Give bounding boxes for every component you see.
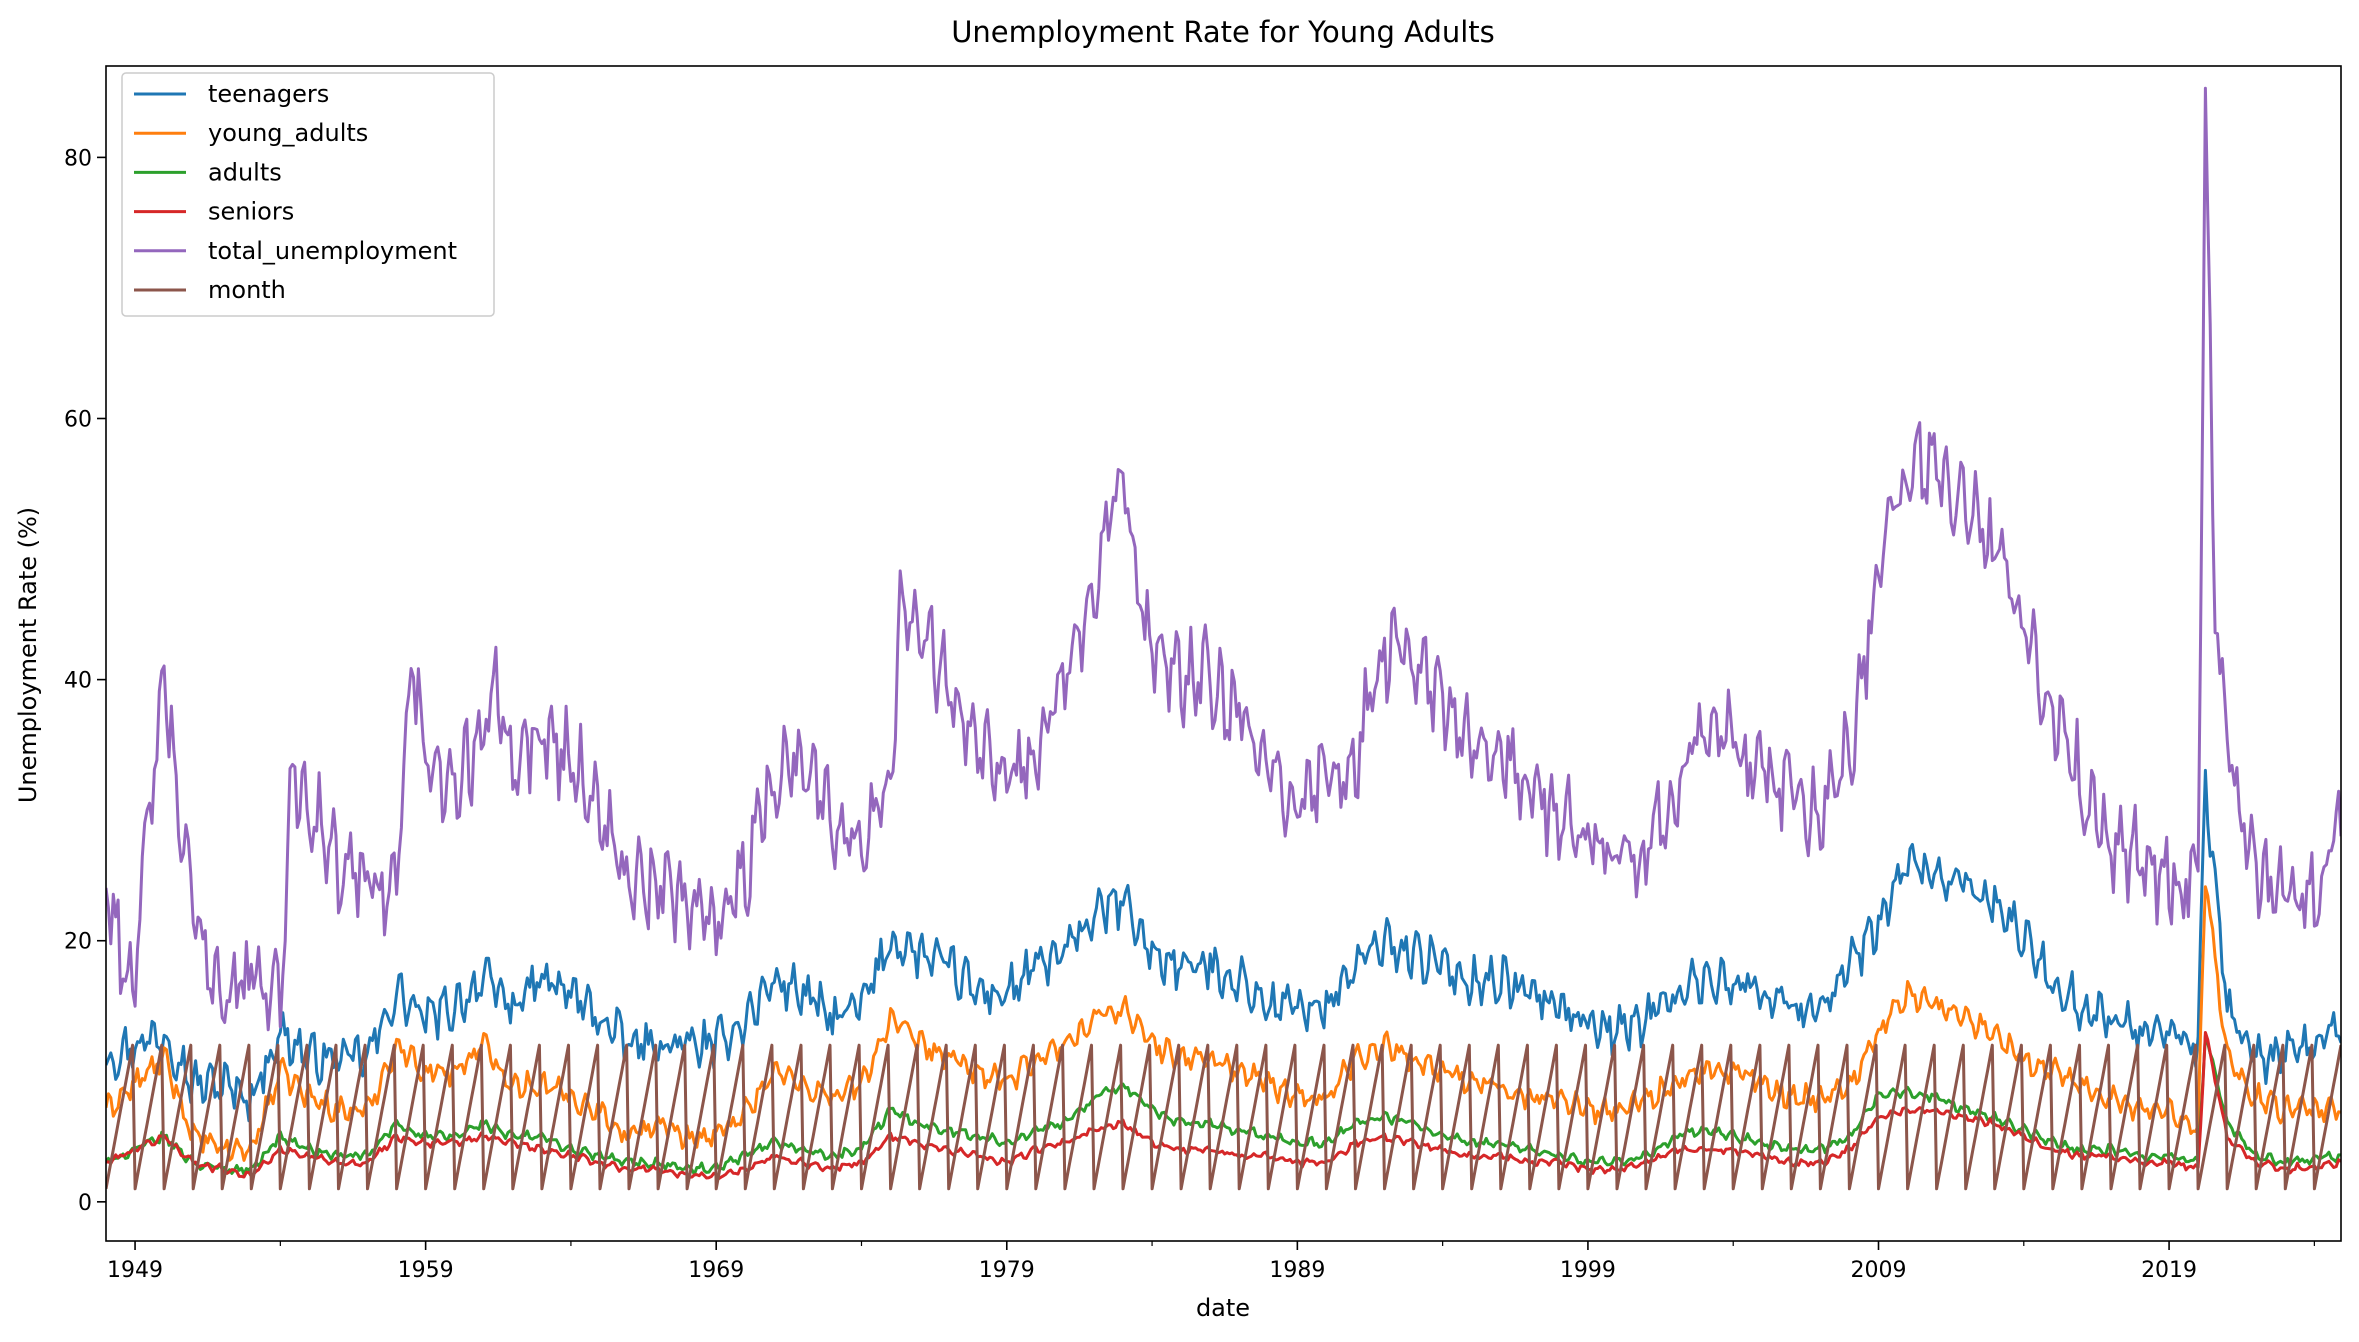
legend-label: month: [208, 276, 286, 304]
y-tick-label: 20: [64, 930, 92, 955]
legend-label: young_adults: [208, 119, 368, 147]
legend-entry-adults: adults: [134, 158, 282, 186]
x-axis-title: date: [1196, 1294, 1250, 1322]
legend-label: adults: [208, 158, 282, 186]
legend-label: total_unemployment: [208, 237, 457, 265]
y-tick-label: 80: [64, 146, 92, 171]
y-tick-label: 60: [64, 408, 92, 433]
legend-entry-total-unemployment: total_unemployment: [134, 237, 457, 265]
legend-entry-young-adults: young_adults: [134, 119, 368, 147]
x-tick-label: 2009: [1851, 1258, 1907, 1283]
series-line-teenagers: [106, 768, 2341, 1123]
y-axis: 0 20 40 60 80: [64, 146, 106, 1216]
chart-title: Unemployment Rate for Young Adults: [951, 15, 1495, 49]
x-tick-label: 1979: [979, 1258, 1035, 1283]
y-axis-title: Unemployment Rate (%): [14, 507, 42, 803]
x-tick-label: 1989: [1269, 1258, 1325, 1283]
legend-entry-teenagers: teenagers: [134, 80, 329, 108]
x-tick-label: 1959: [398, 1258, 454, 1283]
x-tick-label: 1969: [688, 1258, 744, 1283]
y-tick-label: 40: [64, 669, 92, 694]
legend-box: [121, 72, 495, 317]
x-tick-label: 1999: [1560, 1258, 1616, 1283]
legend-entry-seniors: seniors: [134, 198, 294, 226]
x-tick-label: 1949: [107, 1258, 163, 1283]
series-line-total-unemployment: [106, 86, 2341, 1032]
x-tick-label: 2019: [2141, 1258, 2197, 1283]
series-line-month: [106, 1043, 2341, 1191]
plot-frame: [105, 65, 2342, 1242]
y-tick-label: 0: [78, 1191, 92, 1216]
series-layer: [106, 86, 2341, 1191]
series-line-seniors: [106, 1031, 2341, 1181]
legend-label: teenagers: [208, 80, 329, 108]
legend-label: seniors: [208, 198, 294, 226]
x-axis: 1949 1959 1969 1979 1989 1999 2009 2019: [107, 1241, 2315, 1283]
legend-entry-month: month: [134, 276, 286, 304]
